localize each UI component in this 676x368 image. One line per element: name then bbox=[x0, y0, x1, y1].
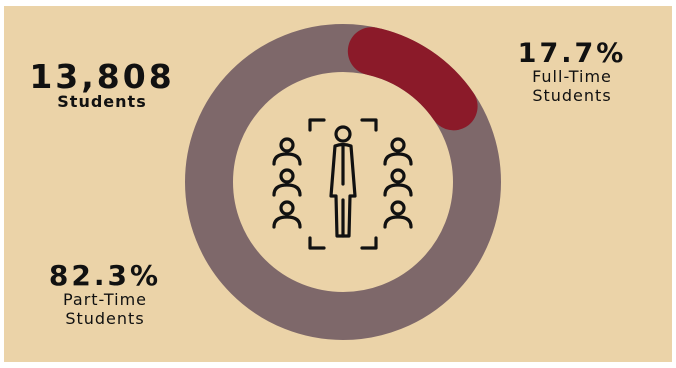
part-time-label-line2: Students bbox=[65, 308, 145, 328]
donut-slices bbox=[185, 24, 501, 340]
total-students-value: 13,808 bbox=[29, 57, 175, 96]
slice-full-time bbox=[347, 27, 478, 131]
infographic-card: 13,808 Students 17.7% Full-Time Students… bbox=[4, 6, 672, 362]
part-time-label-line1: Part-Time bbox=[62, 290, 148, 309]
full-time-stat: 17.7% Full-Time Students bbox=[512, 40, 632, 105]
group-of-people-with-highlighted-person-icon bbox=[272, 118, 413, 250]
part-time-percent: 82.3% bbox=[48, 259, 162, 292]
part-time-stat: 82.3% Part-Time Students bbox=[40, 262, 170, 328]
donut-chart bbox=[185, 24, 501, 340]
slice-part-time bbox=[185, 24, 501, 340]
full-time-percent: 17.7% bbox=[517, 38, 627, 69]
total-students-stat: 13,808 Students bbox=[26, 60, 178, 111]
total-students-label: Students bbox=[57, 92, 147, 111]
full-time-label-line2: Students bbox=[532, 85, 612, 105]
full-time-label-line1: Full-Time bbox=[532, 67, 612, 86]
